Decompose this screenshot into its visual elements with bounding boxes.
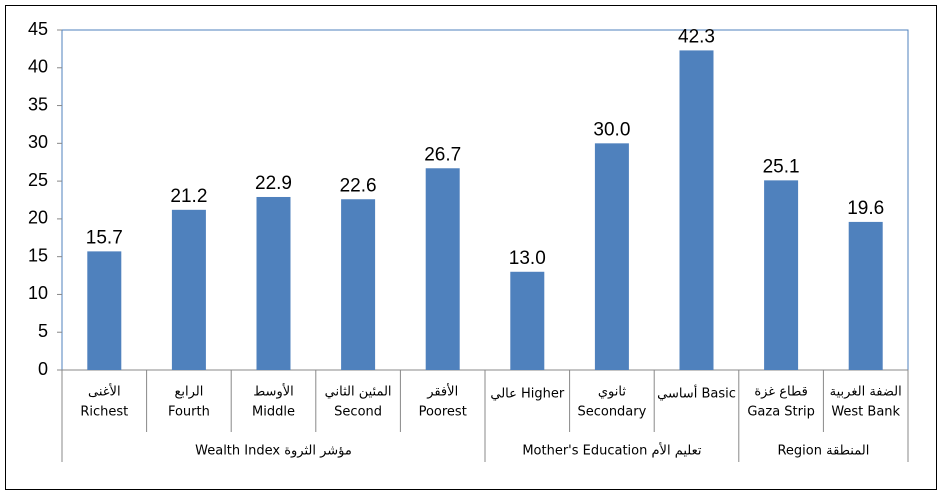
y-tick-label: 35 [28, 94, 48, 114]
x-tick-label: Second [334, 405, 382, 420]
bar [679, 50, 714, 371]
x-tick-label: الأفقر [426, 383, 458, 400]
x-tick-label: الأوسط [253, 383, 294, 400]
y-tick-label: 15 [28, 245, 48, 265]
y-tick-label: 30 [28, 132, 48, 152]
x-tick-label: Poorest [419, 405, 467, 420]
value-label: 19.6 [847, 198, 884, 219]
x-tick-label: West Bank [831, 405, 900, 420]
y-tick-label: 40 [28, 57, 48, 77]
bar [848, 221, 883, 370]
bar [764, 180, 799, 370]
value-label: 22.9 [255, 173, 292, 194]
x-tick-label: أساسي Basic [657, 385, 736, 402]
x-tick-label: الضفة الغربية [830, 385, 902, 400]
x-tick-label: Richest [80, 405, 128, 420]
bar [510, 271, 545, 370]
bar [87, 251, 122, 370]
value-label: 30.0 [593, 119, 630, 140]
value-label: 26.7 [424, 144, 461, 165]
x-tick-label: Gaza Strip [747, 405, 815, 420]
group-label: Region المنطقة [777, 444, 869, 459]
value-label: 42.3 [678, 26, 715, 47]
x-tick-label: قطاع غزة [754, 385, 808, 400]
bar [256, 196, 291, 370]
bar [341, 199, 376, 370]
y-tick-label: 20 [28, 208, 48, 228]
y-tick-label: 25 [28, 170, 48, 190]
y-tick-label: 0 [38, 359, 48, 379]
value-label: 13.0 [509, 248, 546, 269]
x-tick-label: الرابع [174, 385, 203, 400]
outer-border [5, 5, 937, 490]
value-label: 21.2 [170, 186, 207, 207]
value-label: 22.6 [340, 175, 377, 196]
value-label: 15.7 [86, 227, 123, 248]
x-tick-label: عالي Higher [490, 387, 565, 402]
x-tick-label: ثانوي [598, 385, 626, 400]
value-label: 25.1 [763, 156, 800, 177]
bar [594, 143, 629, 370]
x-tick-label: Secondary [577, 405, 646, 420]
y-tick-label: 10 [28, 283, 48, 303]
group-label: Mother's Education تعليم الأم [522, 442, 702, 459]
bar [171, 209, 206, 370]
x-tick-label: Middle [252, 405, 295, 420]
x-tick-label: Fourth [168, 405, 210, 420]
y-tick-label: 45 [28, 19, 48, 39]
bar [425, 168, 460, 370]
group-label: Wealth Index مؤشر الثروة [195, 444, 352, 459]
x-tick-label: المئين الثاني [325, 385, 392, 400]
x-tick-label: الأغنى [88, 383, 121, 400]
y-tick-label: 5 [38, 321, 48, 341]
